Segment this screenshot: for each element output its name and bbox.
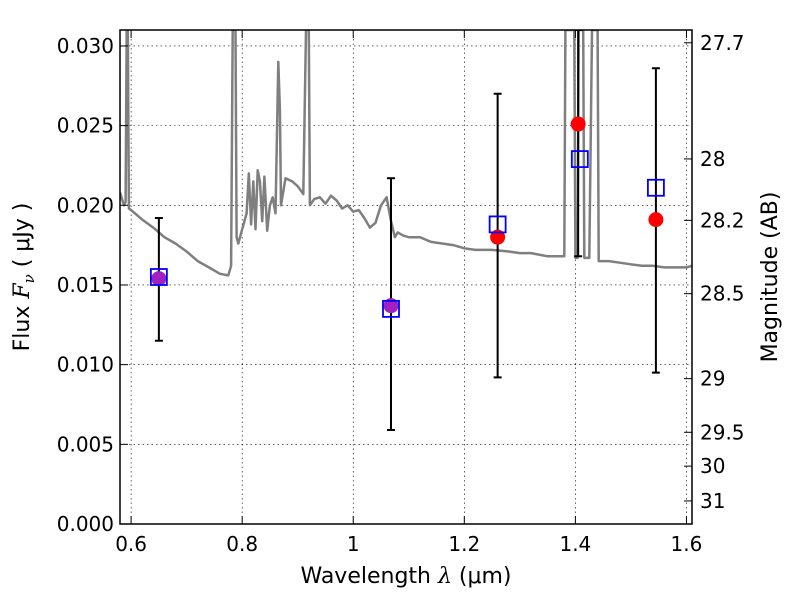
x-axis-ticks: 0.6 0.8 1 1.2 1.4 1.6 xyxy=(115,30,702,556)
model-photometry-point xyxy=(488,215,507,234)
y-tick-label: 0.015 xyxy=(57,273,114,297)
y2-tick-label: 29.5 xyxy=(700,420,745,444)
y2-tick-label: 31 xyxy=(700,489,725,513)
y2-tick-label: 30 xyxy=(700,454,725,478)
y-tick-label: 0.000 xyxy=(57,512,114,536)
x-tick-label: 0.6 xyxy=(115,532,147,556)
y-tick-label: 0.025 xyxy=(57,114,114,138)
y-tick-label: 0.030 xyxy=(57,34,114,58)
model-photometry-point xyxy=(382,299,400,318)
plot-frame xyxy=(119,29,693,525)
x-tick-label: 1.2 xyxy=(448,532,480,556)
model-spectrum-line xyxy=(120,30,692,277)
observed-points xyxy=(151,116,664,314)
observed-point xyxy=(490,229,506,245)
model-photometry-points xyxy=(149,150,665,318)
y-tick-label: 0.020 xyxy=(57,193,114,217)
observed-point xyxy=(383,298,399,314)
y-axis-ticks: 0.000 0.005 0.010 0.015 0.020 0.025 0.030 xyxy=(57,34,128,536)
y-tick-label: 0.010 xyxy=(57,353,114,377)
model-photometry-point xyxy=(149,268,168,286)
model-photometry-point xyxy=(570,150,589,168)
x-tick-label: 1.4 xyxy=(559,532,591,556)
y2-tick-label: 28 xyxy=(700,147,725,171)
plot-background xyxy=(120,30,692,524)
observed-point xyxy=(648,212,664,228)
y2-tick-label: 29 xyxy=(700,367,725,391)
y-axis-title: Flux Fν ( μJy ) xyxy=(10,203,38,352)
y-tick-label: 0.005 xyxy=(57,432,114,456)
model-spectrum xyxy=(120,30,692,277)
y2-tick-label: 27.7 xyxy=(700,31,745,55)
observed-point xyxy=(570,116,586,132)
x-tick-label: 0.8 xyxy=(226,532,258,556)
model-photometry-point xyxy=(647,178,665,197)
y2-axis-title: Magnitude (AB) xyxy=(758,192,783,363)
x-axis-title: Wavelength λ (μm) xyxy=(300,564,511,589)
x-tick-label: 1.6 xyxy=(671,532,703,556)
y2-tick-label: 28.2 xyxy=(700,208,745,232)
y2-axis-ticks: 27.7 28 28.2 28.5 29 29.5 30 31 xyxy=(684,31,745,513)
observed-point xyxy=(151,271,167,287)
y2-tick-label: 28.5 xyxy=(700,282,745,306)
x-tick-label: 1 xyxy=(347,532,360,556)
